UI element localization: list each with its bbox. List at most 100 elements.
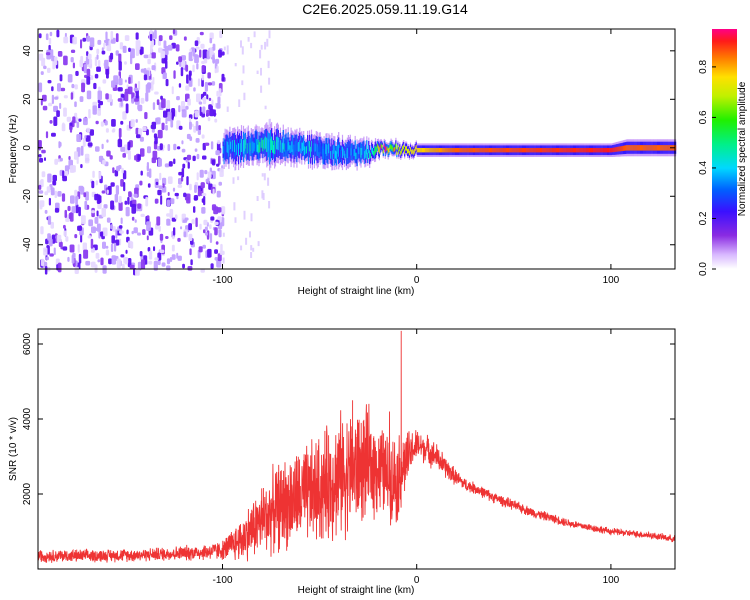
signal-core [307,141,309,151]
signal-core [596,148,598,153]
noise-cell [97,259,101,263]
noise-cell [195,138,200,143]
signal-core [644,145,647,151]
noise-cell [143,54,149,59]
noise-cell [154,136,158,145]
noise-cell [86,68,91,77]
noise-cell [46,186,51,193]
signal-core [264,137,266,150]
noise-cell [120,217,123,224]
snr-y-label: SNR (10 * v/v) [8,417,19,481]
signal-core [363,146,365,155]
noise-cell [97,60,101,67]
noise-cell [38,33,42,39]
noise-cell [178,56,182,63]
signal-core [651,145,653,151]
noise-cell [72,62,75,69]
noise-cell [189,121,192,130]
noise-cell [85,135,91,142]
noise-cell [207,248,212,258]
signal-core [353,149,355,157]
signal-core [262,140,264,152]
noise-cell [57,83,61,92]
signal-core [576,148,578,153]
noise-cell [166,258,171,265]
noise-cell [154,91,159,95]
signal-core [326,144,328,156]
noise-cell [57,262,62,273]
signal-core [562,148,564,153]
noise-cell [38,190,44,194]
noise-cell [69,244,75,253]
noise-cell [51,94,54,104]
signal-core [637,145,639,151]
signal-core [345,150,347,160]
noise-cell [260,67,262,76]
signal-core [441,148,443,153]
noise-cell [127,141,131,151]
noise-cell [44,209,48,214]
noise-cell [89,58,93,69]
noise-cell [102,241,106,249]
noise-cell [122,45,127,53]
signal-core [386,146,388,151]
noise-cell [168,161,173,167]
signal-core [643,145,645,151]
signal-core [486,148,488,153]
signal-core [236,144,238,155]
noise-cell [215,58,220,64]
noise-cell [137,232,142,236]
noise-cell [115,229,118,239]
signal-core [237,138,239,150]
signal-core [364,151,366,160]
signal-core [367,152,369,160]
signal-core [408,148,410,154]
signal-core [370,152,372,159]
signal-core [626,145,628,151]
noise-cell [137,81,141,90]
signal-core [415,145,417,150]
signal-core [480,148,482,153]
noise-cell [167,144,171,151]
signal-core [355,152,357,160]
signal-core [556,148,558,153]
signal-core [406,146,408,151]
noise-cell [99,231,104,237]
signal-core [346,148,348,158]
signal-core [255,136,257,148]
snr-series [37,330,676,563]
signal-core [510,148,513,153]
noise-cell [211,99,214,106]
y-tick-label: 0 [22,145,33,151]
colorbar: 0.0 0.2 0.4 0.6 0.8 Normalized spectral ampl… [698,29,748,276]
noise-cell [157,158,162,167]
noise-cell [201,134,205,139]
noise-cell [60,87,66,92]
noise-cell [182,163,186,169]
noise-cell [78,206,81,217]
noise-cell [74,101,77,108]
signal-core [324,149,326,160]
noise-cell [180,67,184,77]
noise-cell [146,221,151,231]
noise-cell [217,253,222,262]
figure-title: C2E6.2025.059.11.19.G14 [302,1,468,17]
signal-core [628,145,630,151]
noise-cell [212,54,215,64]
signal-core [414,146,416,152]
signal-core [453,148,455,153]
signal-core [314,143,316,152]
signal-core [605,148,607,153]
noise-cell [154,29,157,40]
signal-core [516,148,518,153]
y-tick-label: 4000 [22,407,33,430]
noise-cell [45,52,51,56]
signal-core [613,147,615,153]
signal-core [377,145,380,153]
noise-cell [137,154,141,161]
signal-core [417,148,419,153]
noise-cell [127,150,131,160]
signal-core [517,148,519,153]
signal-core [357,148,359,156]
signal-core [645,145,648,151]
